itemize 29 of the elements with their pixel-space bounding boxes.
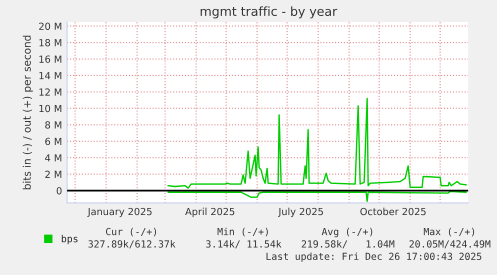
x-tick-label: April 2025 bbox=[185, 208, 234, 218]
y-axis-title: bits in (-) / out (+) per second bbox=[22, 36, 33, 190]
y-tick-label: 8 M bbox=[45, 121, 62, 129]
text: 3.14k/ 11.54k bbox=[206, 240, 282, 248]
x-tick-label: January 2025 bbox=[87, 208, 152, 218]
text: 219.58k/ 1.04M bbox=[302, 240, 394, 248]
x-tick-label: July 2025 bbox=[278, 208, 323, 218]
y-tick-label: 0 bbox=[56, 187, 62, 194]
y-tick-label: 12 M bbox=[39, 88, 62, 96]
text: 327.89k/612.37k bbox=[88, 240, 176, 248]
line-series bbox=[167, 190, 467, 202]
x-tick-label: October 2025 bbox=[360, 208, 426, 216]
text: Min (-/+) bbox=[218, 228, 268, 236]
text: Last update: Fri Dec 26 17:00:43 2025 bbox=[266, 252, 482, 262]
y-tick-label: 16 M bbox=[39, 55, 62, 63]
y-tick-label: 6 M bbox=[45, 138, 62, 146]
text: 20.05M/424.49M bbox=[410, 240, 490, 248]
y-tick-label: 10 M bbox=[39, 104, 62, 112]
y-tick-label: 18 M bbox=[39, 39, 62, 46]
text: Cur (-/+) bbox=[106, 228, 156, 236]
legend-label: bps bbox=[62, 234, 78, 244]
y-tick-label: 2 M bbox=[45, 170, 62, 178]
chart-title: mgmt traffic - by year bbox=[200, 6, 338, 18]
line-series bbox=[167, 98, 467, 189]
y-tick-label: 20 M bbox=[39, 22, 62, 30]
text: Avg (-/+) bbox=[322, 228, 372, 238]
y-tick-label: 4 M bbox=[45, 154, 62, 162]
text: Max (-/+) bbox=[424, 228, 474, 236]
y-tick-label: 14 M bbox=[39, 72, 62, 80]
